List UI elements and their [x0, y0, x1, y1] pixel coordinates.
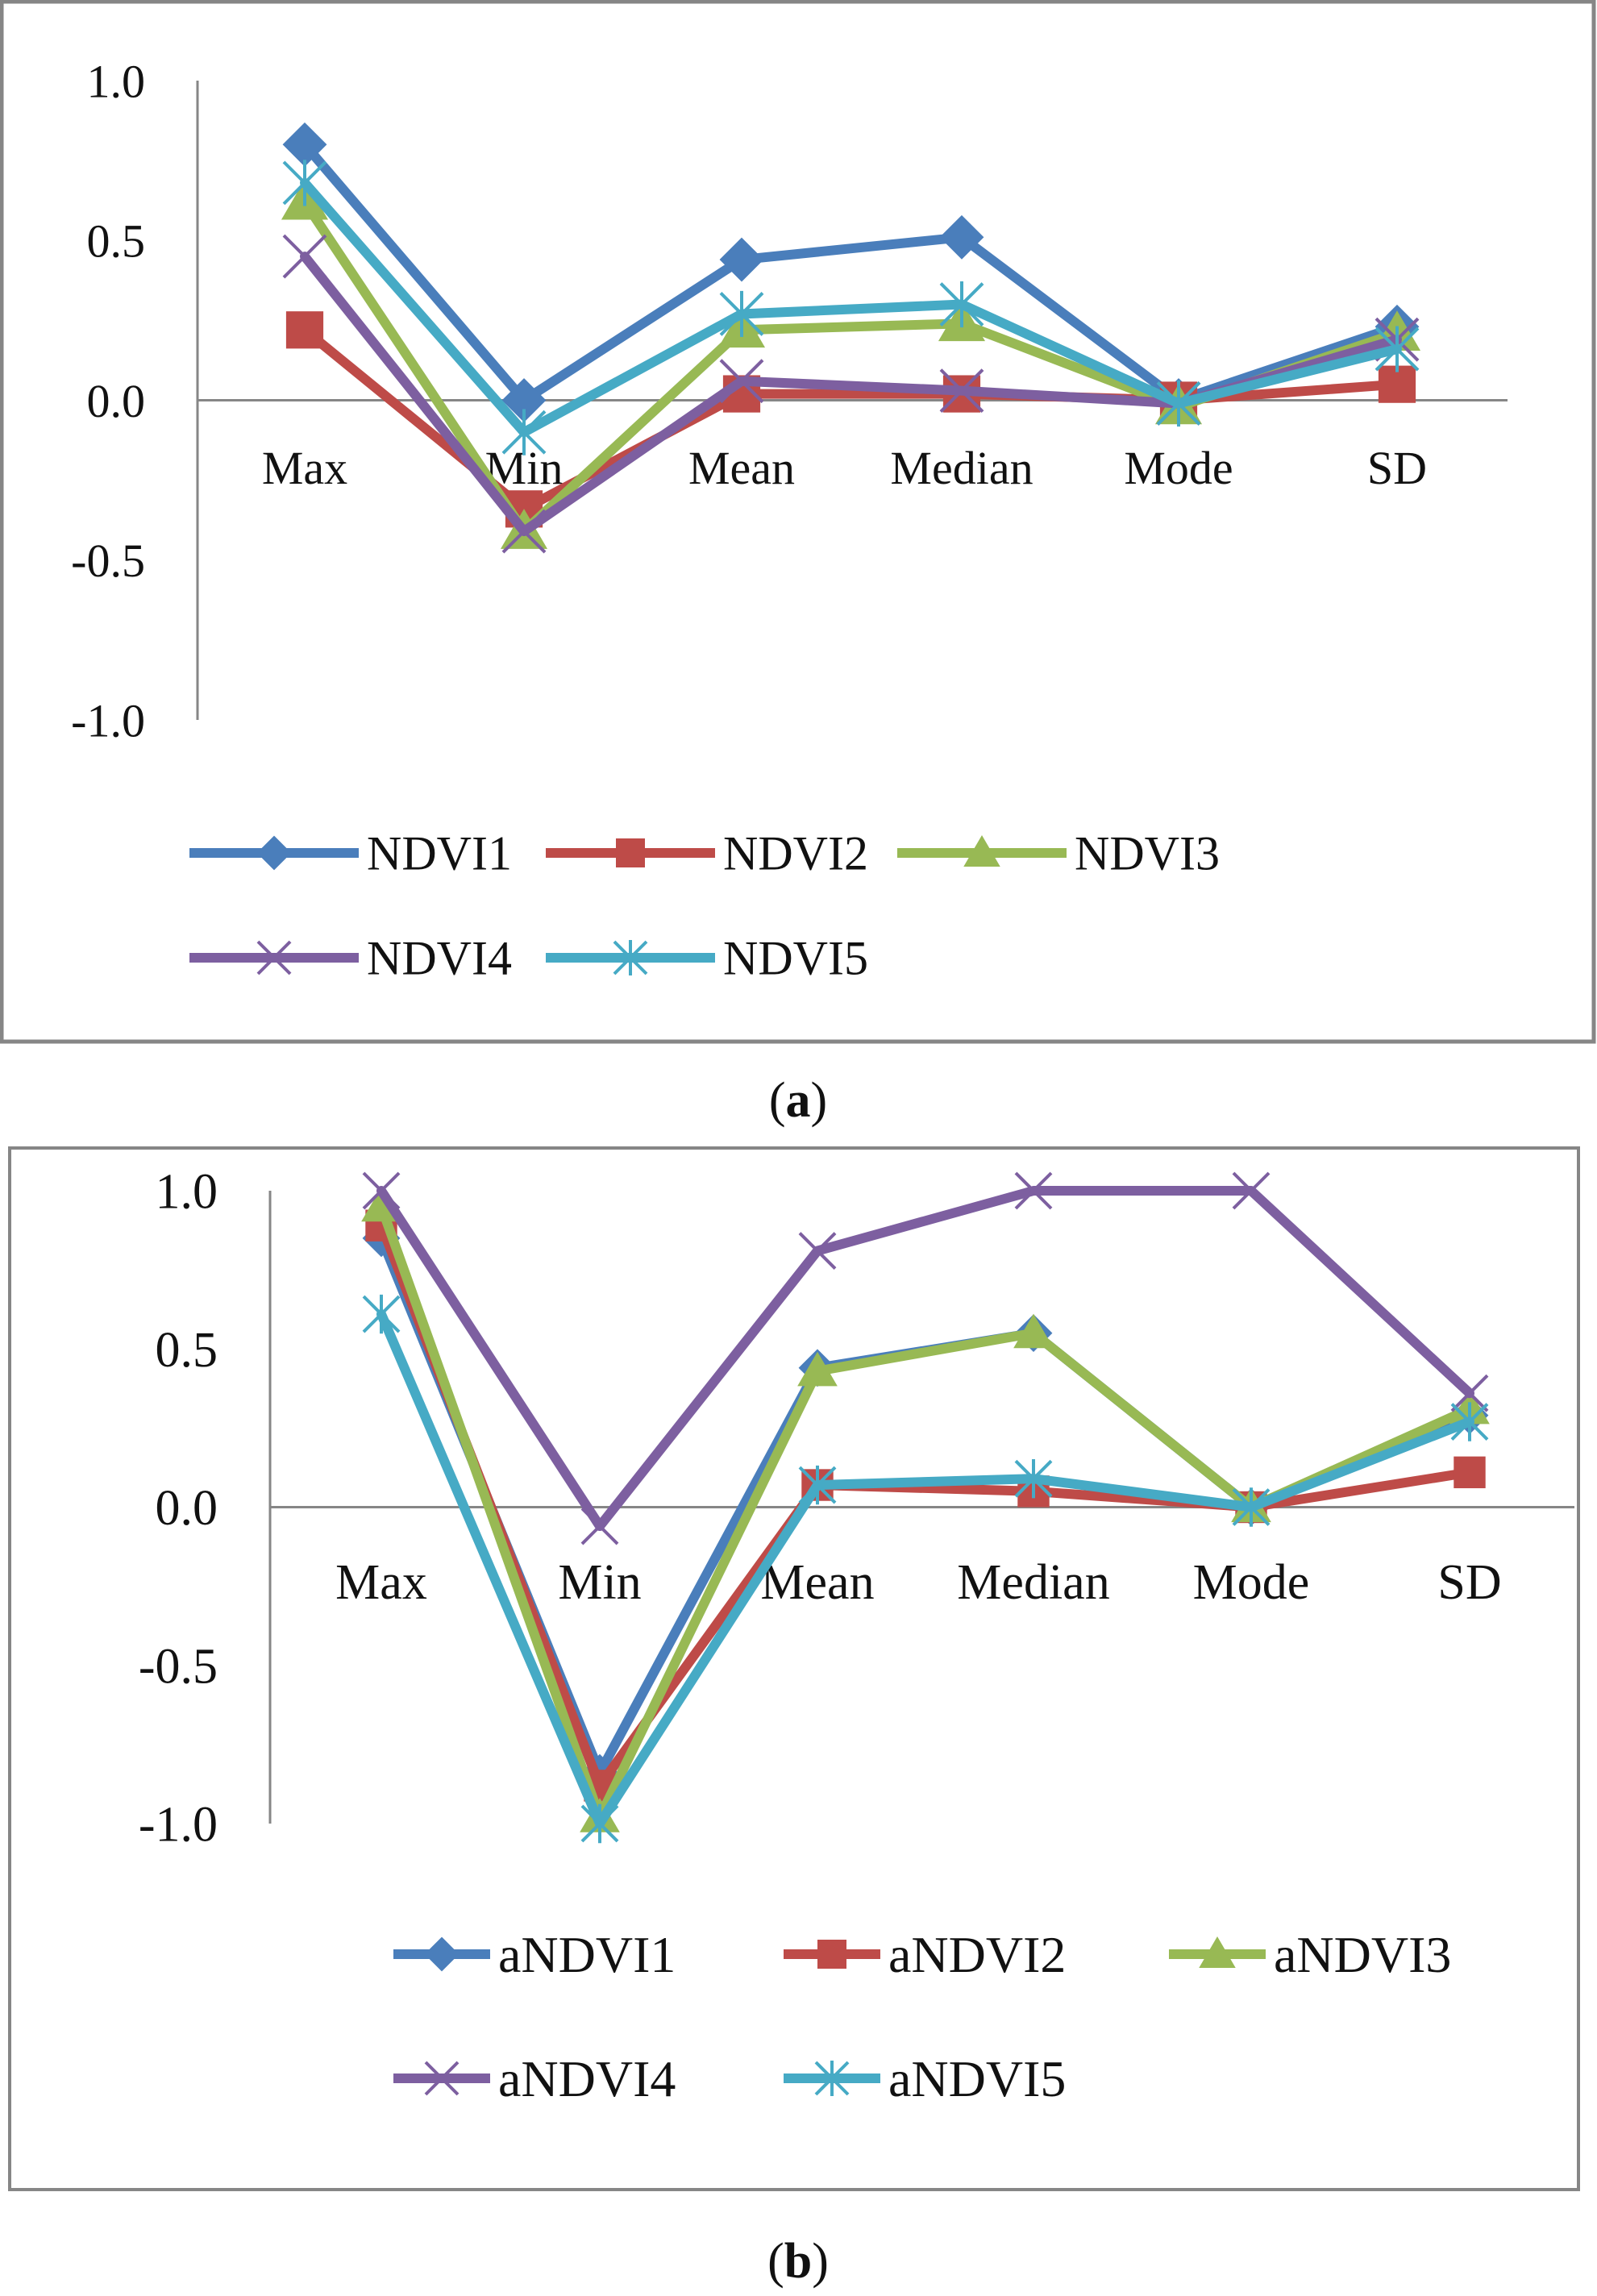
chart-a-data-point — [501, 509, 547, 554]
chart-b-legend-label: aNDVI2 — [888, 1926, 1066, 1983]
chart-b-data-point — [1450, 1374, 1489, 1412]
chart-b-series-line — [376, 1186, 1474, 1532]
chart-a-legend: NDVI1 NDVI2 NDVI3 NDVI4 NDVI5 — [189, 826, 1220, 984]
chart-b-legend-label: aNDVI5 — [888, 2050, 1066, 2107]
chart-a-legend-marker — [256, 835, 292, 871]
chart-a-y-tick-label: 0.0 — [87, 375, 146, 427]
chart-b-legend-label: aNDVI1 — [498, 1926, 676, 1983]
chart-a-data-point — [282, 160, 327, 206]
chart-a-data-point — [939, 281, 984, 328]
chart-b-legend-marker — [814, 2061, 850, 2096]
chart-a-x-tick-label: Mode — [1124, 442, 1233, 494]
chart-a-legend-marker — [963, 835, 1000, 867]
chart-b-y-tick-label: 0.5 — [156, 1323, 218, 1378]
chart-b-data-point — [798, 1465, 837, 1505]
chart-b-data-point — [797, 1351, 838, 1387]
chart-a-x-tick-label: SD — [1367, 442, 1427, 494]
chart-b-x-tick-label: Min — [558, 1555, 641, 1610]
chart-b-x-tick-label: Median — [957, 1555, 1109, 1610]
chart-a-data-point — [1156, 380, 1201, 427]
chart-a-frame — [0, 0, 1596, 1044]
chart-b-x-tick-label: SD — [1437, 1555, 1501, 1610]
chart-a-legend-marker — [256, 940, 292, 975]
chart-a-x-tick-label: Mean — [688, 442, 795, 494]
chart-b-legend-marker — [817, 1940, 846, 1969]
chart-a-legend-label: NDVI2 — [723, 826, 868, 880]
chart-a-legend-marker — [613, 940, 648, 975]
chart-b-data-point — [1232, 1487, 1271, 1527]
chart-a-x-tick-label: Median — [890, 442, 1033, 494]
chart-b-data-point — [1014, 1171, 1053, 1210]
chart-a-legend-label: NDVI4 — [367, 931, 512, 984]
chart-b-data-point — [1013, 1313, 1054, 1349]
chart-b-data-point — [580, 1507, 619, 1545]
chart-b-legend-marker — [1199, 1936, 1236, 1968]
chart-b-legend-label: aNDVI3 — [1274, 1926, 1451, 1983]
chart-a-y-tick-label: 0.5 — [87, 215, 146, 268]
chart-b-y-tick-label: 0.0 — [156, 1481, 218, 1536]
chart-b-series-line — [376, 1309, 1474, 1828]
chart-a-data-point — [1375, 326, 1420, 372]
chart-a-data-point — [501, 409, 547, 455]
chart-a-data-point — [719, 359, 764, 404]
chart-a-x-tick-label: Max — [262, 442, 347, 494]
chart-b: 1.0 0.5 0.0 -0.5 -1.0 Max Min Mean Median Mode SD a… — [139, 1165, 1574, 2107]
chart-a-data-point — [1378, 365, 1416, 403]
chart-a-data-point — [719, 290, 764, 338]
chart-b-legend-marker — [424, 1936, 460, 1972]
chart-b-data-point — [1232, 1171, 1271, 1210]
chart-a-legend-label: NDVI3 — [1075, 826, 1220, 880]
chart-a-legend-marker — [616, 838, 645, 867]
chart-b-x-tick-label: Mean — [760, 1555, 874, 1610]
chart-b-x-tick-label: Mode — [1193, 1555, 1310, 1610]
chart-a-legend-label: NDVI1 — [367, 826, 512, 880]
chart-b-legend-label: aNDVI4 — [498, 2050, 676, 2107]
chart-a-data-point — [285, 311, 324, 349]
chart-b-series — [362, 1294, 1489, 1844]
caption-b: (b) — [767, 2234, 829, 2289]
chart-b-data-point — [1454, 1456, 1486, 1489]
chart-b-legend: aNDVI1 aNDVI2 aNDVI3 aNDVI4 aNDVI5 — [393, 1926, 1451, 2107]
chart-b-data-point — [362, 1294, 401, 1334]
chart-b-series — [362, 1171, 1489, 1545]
chart-b-series-line — [376, 1221, 1474, 1791]
chart-a-data-point — [282, 234, 327, 279]
chart-b-data-point — [1014, 1458, 1053, 1499]
chart-a-data-point — [939, 214, 984, 260]
chart-b-data-point — [798, 1232, 837, 1270]
chart-a-legend-label: NDVI5 — [723, 931, 868, 984]
chart-a-series-line — [300, 177, 1402, 438]
chart-a-y-tick-label: 1.0 — [87, 55, 146, 107]
chart-b-y-tick-label: -1.0 — [139, 1798, 218, 1853]
caption-a: (a) — [769, 1073, 827, 1128]
chart-a-y-tick-label: -0.5 — [71, 534, 145, 587]
chart-b-data-point — [362, 1171, 401, 1210]
chart-b-data-point — [1450, 1402, 1489, 1441]
chart-a-data-point — [719, 237, 764, 282]
chart-b-data-point — [580, 1803, 619, 1844]
chart-b-y-tick-label: 1.0 — [156, 1165, 218, 1220]
chart-b-x-tick-label: Max — [335, 1555, 427, 1610]
chart-a-data-point — [939, 368, 984, 414]
chart-b-y-tick-label: -0.5 — [139, 1639, 218, 1694]
chart-b-legend-marker — [424, 2061, 460, 2096]
chart-a-y-tick-label: -1.0 — [71, 694, 145, 747]
chart-a-series — [282, 160, 1420, 455]
chart-b-frame — [8, 1146, 1580, 2191]
